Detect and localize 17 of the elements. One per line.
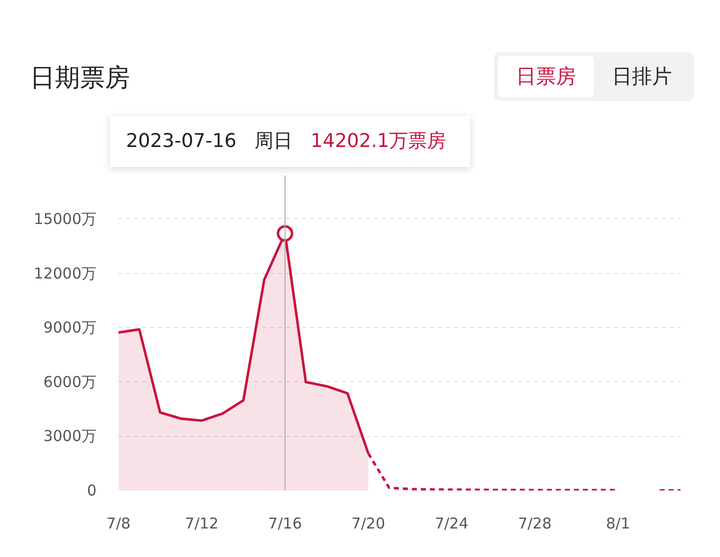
y-tick-label: 12000万 [34, 264, 96, 282]
x-tick-label: 7/20 [351, 514, 386, 532]
x-tick-label: 7/24 [434, 514, 468, 532]
chart-title: 日期票房 [30, 62, 130, 94]
y-tick-label: 3000万 [43, 427, 97, 446]
x-tick-label: 7/28 [518, 514, 552, 532]
x-tick-label: 7/16 [268, 514, 302, 532]
x-tick-label: 7/8 [106, 514, 131, 532]
y-tick-label: 6000万 [43, 372, 97, 391]
x-tick-label: 8/1 [606, 514, 630, 532]
text: 日排片 [611, 63, 673, 90]
y-tick-label: 9000万 [43, 318, 97, 337]
x-tick-label: 7/12 [184, 514, 219, 532]
y-tick-label: 0 [86, 482, 97, 500]
text: 2023-07-16 周日 14202.1万票房 [126, 130, 446, 152]
y-tick-label: 15000万 [34, 210, 96, 228]
text: 日票房 [498, 56, 594, 97]
